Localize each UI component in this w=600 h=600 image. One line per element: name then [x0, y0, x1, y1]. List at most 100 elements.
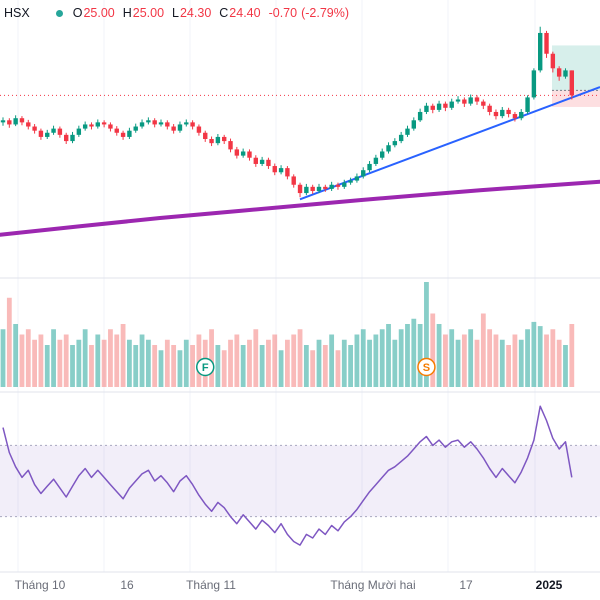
candle — [430, 105, 435, 110]
candle — [234, 149, 240, 156]
candle — [76, 128, 82, 135]
candle — [348, 180, 353, 183]
volume-bar — [468, 329, 474, 387]
open-value: 25.00 — [83, 6, 115, 20]
oscillator-line[interactable] — [2, 405, 573, 546]
price-pane[interactable] — [0, 26, 600, 237]
volume-bar — [449, 329, 455, 387]
volume-bar — [253, 329, 259, 387]
candle — [127, 130, 132, 137]
candle — [19, 118, 25, 123]
time-axis[interactable]: Tháng 10 16 Tháng 11 Tháng Mười hai 17 2… — [15, 578, 563, 592]
volume-bar — [354, 334, 360, 387]
candle — [7, 120, 12, 125]
axis-label-thang12[interactable]: Tháng Mười hai — [330, 578, 415, 592]
volume-bar — [209, 329, 214, 387]
symbol-label[interactable]: HSX — [4, 6, 30, 20]
oscillator-pane[interactable] — [0, 405, 600, 546]
candle — [57, 128, 63, 135]
candle — [133, 126, 138, 131]
candle — [222, 136, 227, 142]
volume-bar — [183, 339, 189, 387]
position-stop-zone[interactable] — [552, 90, 600, 107]
volume-bar — [266, 339, 271, 387]
candle — [512, 114, 518, 119]
axis-label-thang11[interactable]: Tháng 11 — [186, 578, 236, 592]
high-pair: H25.00 — [123, 6, 164, 20]
volume-bar — [322, 345, 328, 387]
candle — [291, 176, 296, 185]
volume-bar — [335, 350, 341, 387]
pane-separators — [0, 277, 600, 573]
position-profit-zone[interactable] — [552, 45, 600, 91]
candle — [51, 128, 56, 133]
candle — [367, 163, 372, 171]
volume-bar — [373, 334, 379, 387]
volume-bar — [316, 339, 322, 387]
axis-label-17[interactable]: 17 — [459, 578, 473, 592]
axis-label-thang10[interactable]: Tháng 10 — [15, 578, 66, 592]
candle — [538, 32, 543, 71]
candle — [215, 136, 221, 144]
volume-bar — [417, 324, 423, 387]
volume-bar — [499, 339, 505, 387]
candle — [405, 128, 410, 135]
candle — [95, 122, 100, 127]
event-marker-f[interactable] — [195, 357, 215, 377]
candle — [82, 124, 88, 129]
event-marker-s[interactable] — [417, 357, 436, 377]
volume-bar — [164, 339, 170, 387]
candle — [436, 103, 442, 110]
low-label: L — [172, 6, 179, 20]
candle — [443, 103, 448, 108]
volume-bar — [108, 329, 113, 387]
volume-bar — [120, 324, 126, 387]
candle — [158, 122, 164, 125]
candle — [310, 186, 315, 191]
volume-bar — [443, 334, 448, 387]
volume-bar — [348, 345, 353, 387]
candle — [468, 97, 473, 104]
candle — [247, 151, 252, 158]
volume-bar — [19, 334, 25, 387]
volume-bar — [531, 321, 537, 387]
event-marker-label: F — [202, 362, 209, 374]
volume-bar — [424, 282, 429, 387]
candle — [519, 111, 524, 119]
candle — [550, 53, 556, 69]
candle — [500, 109, 505, 117]
long-ma-line[interactable] — [0, 179, 600, 237]
candle — [335, 184, 341, 187]
axis-label-16[interactable]: 16 — [120, 578, 134, 592]
candle — [146, 120, 151, 123]
volume-bar — [139, 334, 145, 387]
candle — [342, 182, 347, 187]
volume-bar — [398, 329, 404, 387]
candle — [184, 122, 189, 125]
volume-bar — [291, 334, 297, 387]
axis-label-2025[interactable]: 2025 — [536, 578, 563, 592]
volume-bar — [152, 345, 158, 387]
volume-bar — [386, 324, 391, 387]
candle — [380, 151, 385, 158]
candle — [139, 122, 145, 127]
candle — [323, 186, 328, 189]
volume-bar — [310, 350, 316, 387]
high-value: 25.00 — [132, 6, 165, 20]
candle — [354, 176, 360, 181]
volume-bar — [57, 339, 63, 387]
candle — [171, 126, 176, 131]
candle — [506, 109, 511, 115]
volume-bar — [512, 334, 518, 387]
volume-bar — [360, 329, 366, 387]
candle — [398, 134, 404, 142]
volume-bar — [537, 326, 543, 387]
volume-bar — [51, 329, 56, 387]
candle — [386, 145, 391, 152]
low-pair: L24.30 — [172, 6, 211, 20]
candle — [285, 168, 290, 177]
volume-bar — [70, 345, 75, 387]
